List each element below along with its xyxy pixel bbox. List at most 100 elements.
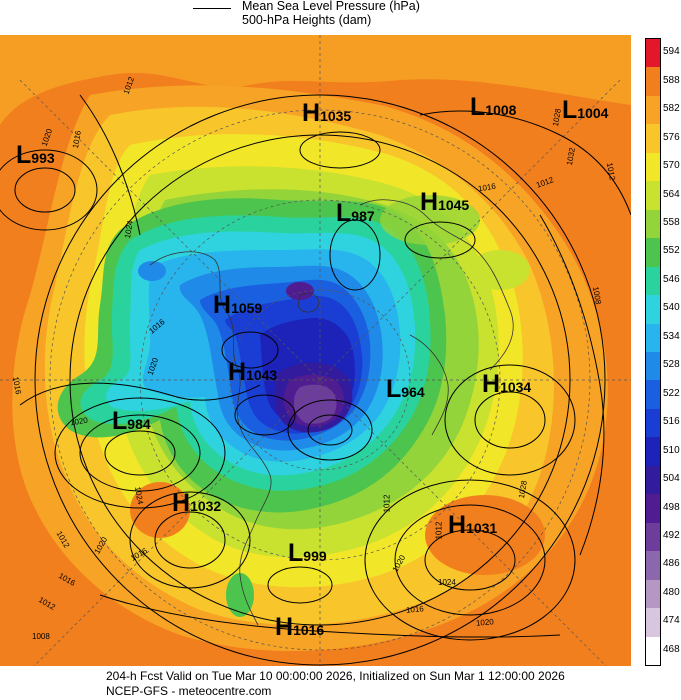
height-colorbar xyxy=(645,38,661,666)
colorbar-tick: 528 xyxy=(663,359,680,371)
coastline-eurasia xyxy=(359,199,514,371)
pressure-center-letter: H xyxy=(213,291,232,319)
height-field xyxy=(0,35,631,666)
colorbar-cell xyxy=(646,295,660,325)
high-pressure-center: H1059 xyxy=(213,293,262,318)
pressure-center-value: 1059 xyxy=(231,300,263,316)
forecast-valid-time: 204-h Fcst Valid on Tue Mar 10 00:00:00 … xyxy=(106,669,565,683)
colorbar-cell xyxy=(646,579,660,609)
pressure-center-letter: H xyxy=(448,511,467,539)
low-pressure-center: L987 xyxy=(336,201,375,226)
pressure-center-value: 1035 xyxy=(320,108,352,124)
isobar-legend-line xyxy=(193,8,231,9)
low-pressure-center: L999 xyxy=(288,541,327,566)
colorbar-tick: 540 xyxy=(663,302,680,314)
low-pressure-center: L1004 xyxy=(562,98,608,123)
colorbar-cell xyxy=(646,266,660,296)
pressure-center-value: 1043 xyxy=(246,367,278,383)
colorbar-tick: 492 xyxy=(663,529,680,541)
coastline-america xyxy=(149,251,272,626)
map-footer: 204-h Fcst Valid on Tue Mar 10 00:00:00 … xyxy=(0,668,681,700)
model-source: NCEP-GFS - meteocentre.com xyxy=(106,684,272,698)
colorbar-cell xyxy=(646,494,660,524)
colorbar-tick: 504 xyxy=(663,473,680,485)
colorbar-tick: 588 xyxy=(663,74,680,86)
colorbar-cell xyxy=(646,408,660,438)
isobar-high-se-3 xyxy=(364,479,576,641)
isobar-high-ne xyxy=(404,221,476,259)
isobar-outermost-ring xyxy=(34,94,606,666)
isobar-outer-ring xyxy=(69,134,571,626)
forecast-map: L993 H1035 L1008 L1004 L987 H1045 H1059 H1043 L9… xyxy=(0,35,631,666)
isobar-south-band xyxy=(99,594,561,638)
isobar-label: 1020 xyxy=(475,617,495,628)
band-588-southwest xyxy=(130,482,190,538)
coastlines xyxy=(149,199,514,626)
colorbar-cell xyxy=(646,551,660,581)
isobar-high-e-2 xyxy=(444,364,576,476)
high-pressure-center: H1016 xyxy=(275,615,324,640)
colorbar-cell xyxy=(646,124,660,154)
colorbar-cell xyxy=(646,522,660,552)
isobar-label: 1016 xyxy=(405,604,425,615)
isobar-nw-band xyxy=(79,94,141,236)
pressure-center-letter: H xyxy=(420,188,439,216)
high-pressure-center: H1035 xyxy=(302,101,351,126)
pressure-center-value: 1031 xyxy=(466,520,498,536)
low-pressure-center: L993 xyxy=(16,143,55,168)
pressure-center-value: 987 xyxy=(351,208,375,224)
isobar-high-sw-1 xyxy=(154,511,226,569)
colorbar-tick: 480 xyxy=(663,586,680,598)
pressure-center-letter: H xyxy=(275,613,294,641)
pressure-center-letter: L xyxy=(288,539,304,567)
colorbar-tick: 474 xyxy=(663,615,680,627)
colorbar-tick: 552 xyxy=(663,245,680,257)
band-588-southeast xyxy=(425,495,545,575)
legend-mslp-label: Mean Sea Level Pressure (hPa) xyxy=(242,0,420,13)
colorbar-cell xyxy=(646,95,660,125)
colorbar-cell xyxy=(646,437,660,467)
low-pressure-center: L964 xyxy=(386,377,425,402)
band-528-west xyxy=(138,261,166,281)
isobar-low-w-2 xyxy=(79,414,201,492)
isobar-low-center-1 xyxy=(287,399,373,461)
isobar-high-se-1 xyxy=(424,529,516,591)
colorbar-cell xyxy=(646,323,660,353)
pressure-center-letter: H xyxy=(302,99,321,127)
colorbar-cell xyxy=(646,636,660,666)
band-492 xyxy=(294,384,337,424)
colorbar-cell xyxy=(646,238,660,268)
isobar-ne-band xyxy=(419,110,631,216)
colorbar-tick: 546 xyxy=(663,273,680,285)
low-pressure-center: L984 xyxy=(112,409,151,434)
colorbar-tick: 522 xyxy=(663,387,680,399)
pressure-center-value: 1032 xyxy=(190,498,222,514)
colorbar-cell xyxy=(646,608,660,638)
pressure-center-letter: L xyxy=(470,93,486,121)
colorbar-tick: 558 xyxy=(663,216,680,228)
isobar-low-nw-2 xyxy=(0,149,98,231)
colorbar-tick: 498 xyxy=(663,501,680,513)
coastline-scandinavia xyxy=(409,334,449,436)
pressure-center-value: 964 xyxy=(401,384,425,400)
isobars xyxy=(0,94,631,666)
isobar-low-w-1 xyxy=(104,430,176,476)
pressure-center-letter: H xyxy=(228,358,247,386)
pressure-center-letter: L xyxy=(16,141,32,169)
pressure-center-letter: H xyxy=(482,370,501,398)
high-pressure-center: H1032 xyxy=(172,491,221,516)
band-564-east xyxy=(470,250,530,290)
high-pressure-center: H1045 xyxy=(420,190,469,215)
isobar-high-se-2 xyxy=(394,504,546,616)
colorbar-tick: 516 xyxy=(663,416,680,428)
pressure-center-letter: H xyxy=(172,489,191,517)
pressure-center-value: 984 xyxy=(127,416,151,432)
isobar-low-nw-1 xyxy=(14,167,76,213)
legend-height-label: 500-hPa Heights (dam) xyxy=(242,13,372,27)
pressure-center-letter: L xyxy=(336,199,352,227)
colorbar-tick: 534 xyxy=(663,330,680,342)
isobar-west-band xyxy=(19,382,261,406)
high-pressure-center: H1043 xyxy=(228,360,277,385)
isobar-high-center-2 xyxy=(234,394,296,436)
isobar-label: 1024 xyxy=(438,578,456,587)
